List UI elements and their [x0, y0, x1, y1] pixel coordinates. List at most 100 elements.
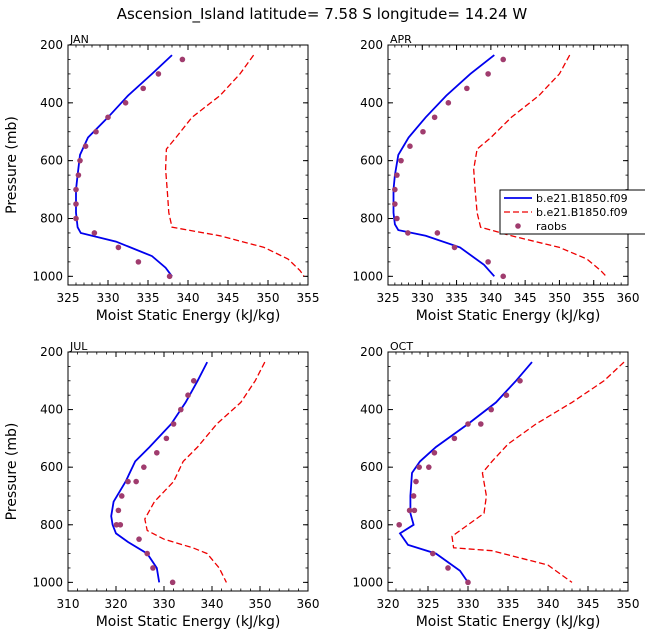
y-tick-label: 600: [40, 154, 63, 168]
x-tick-label: 325: [57, 291, 80, 305]
series-group: [73, 54, 305, 280]
y-tick-label: 800: [360, 518, 383, 532]
series-group: [110, 361, 266, 586]
x-tick-label: 340: [537, 597, 560, 611]
x-tick-label: 355: [582, 291, 605, 305]
raobs-point: [426, 464, 432, 470]
y-axis-label: Pressure (mb): [4, 423, 20, 521]
x-tick-label: 340: [479, 291, 502, 305]
panel-apr: 325 330 335 340 345 350 355 360 200 400 600 800 1000…: [352, 33, 639, 324]
x-axis-label: Moist Static Energy (kJ/kg): [96, 308, 281, 324]
figure-title: Ascension_Island latitude= 7.58 S longit…: [117, 5, 528, 24]
series-line-model1: [110, 361, 209, 583]
raobs-point: [407, 143, 413, 150]
y-tick-label: 600: [360, 460, 383, 474]
raobs-point: [434, 230, 441, 236]
x-tick-label: 345: [577, 597, 600, 611]
x-tick-label: 350: [249, 597, 272, 611]
raobs-point: [141, 464, 147, 470]
raobs-point: [451, 244, 458, 251]
series-line-model2: [473, 54, 607, 277]
x-tick-label: 335: [137, 291, 160, 305]
y-tick-label: 1000: [352, 269, 383, 283]
raobs-point: [125, 478, 131, 485]
x-axis-label: Moist Static Energy (kJ/kg): [96, 614, 281, 630]
raobs-point: [420, 128, 426, 135]
series-line-model1: [75, 54, 173, 277]
raobs-point: [93, 128, 99, 135]
raobs-point: [485, 71, 491, 77]
raobs-point: [500, 273, 507, 280]
raobs-point: [105, 114, 111, 121]
y-tick-label: 800: [40, 518, 63, 532]
raobs-point: [75, 172, 82, 178]
x-axis-label: Moist Static Energy (kJ/kg): [416, 308, 601, 324]
y-tick-label: 800: [360, 211, 383, 225]
raobs-point: [413, 478, 419, 485]
x-tick-label: 350: [548, 291, 571, 305]
raobs-point: [140, 85, 146, 92]
raobs-point: [169, 579, 176, 586]
raobs-point: [392, 201, 398, 207]
x-tick-label: 355: [297, 291, 320, 305]
y-axis-label: Pressure (mb): [4, 116, 20, 214]
raobs-point: [396, 521, 403, 528]
raobs-point: [118, 493, 125, 499]
raobs-point: [179, 56, 186, 63]
y-tick-label: 400: [360, 96, 383, 110]
series-group: [396, 361, 625, 586]
raobs-point: [155, 71, 162, 77]
x-tick-label: 330: [153, 597, 176, 611]
raobs-point: [465, 579, 471, 586]
raobs-point: [464, 85, 470, 92]
x-tick-label: 330: [411, 291, 434, 305]
raobs-point: [394, 215, 400, 222]
raobs-point: [406, 507, 413, 514]
x-tick-label: 360: [297, 597, 320, 611]
raobs-point: [73, 201, 79, 207]
panel-oct: 320 325 330 335 340 345 350 200 400 600 800 1000 OCT…: [352, 340, 639, 630]
y-tick-label: 800: [40, 211, 63, 225]
panel-label: JAN: [69, 33, 89, 46]
series-line-model2: [164, 54, 305, 277]
panel-jul: 310 320 330 340 350 360 200 400 600 800 1000 JUL Moi…: [4, 340, 319, 630]
y-tick-label: 400: [40, 96, 63, 110]
y-tick-label: 1000: [32, 575, 63, 589]
series-line-model1: [398, 361, 533, 583]
x-tick-label: 335: [497, 597, 520, 611]
raobs-point: [190, 377, 197, 384]
y-tick-label: 1000: [32, 269, 63, 283]
raobs-point: [82, 143, 89, 150]
raobs-point: [136, 536, 142, 542]
x-tick-label: 330: [457, 597, 480, 611]
raobs-point: [500, 56, 507, 63]
raobs-point: [431, 449, 438, 456]
raobs-point: [77, 157, 83, 164]
x-tick-label: 320: [377, 597, 400, 611]
raobs-point: [485, 259, 491, 265]
y-tick-label: 200: [40, 345, 63, 359]
plot-frame: [67, 44, 309, 286]
panel-label: JUL: [69, 340, 88, 353]
raobs-point: [150, 565, 156, 571]
raobs-point: [410, 493, 417, 499]
raobs-point: [73, 215, 79, 222]
raobs-point: [478, 421, 484, 427]
x-tick-label: 340: [177, 291, 200, 305]
x-tick-label: 325: [377, 291, 400, 305]
x-tick-label: 345: [217, 291, 240, 305]
plot-frame: [67, 351, 309, 592]
x-tick-label: 335: [445, 291, 468, 305]
raobs-point: [517, 377, 523, 384]
panel-label: APR: [390, 33, 412, 46]
plot-frame: [387, 44, 629, 286]
raobs-point: [445, 100, 452, 106]
raobs-point: [170, 421, 177, 427]
x-tick-label: 340: [201, 597, 224, 611]
raobs-point: [503, 392, 510, 398]
raobs-point: [411, 507, 418, 514]
y-tick-label: 1000: [352, 575, 383, 589]
raobs-point: [115, 244, 122, 251]
y-tick-label: 600: [40, 460, 63, 474]
raobs-point: [445, 565, 451, 571]
